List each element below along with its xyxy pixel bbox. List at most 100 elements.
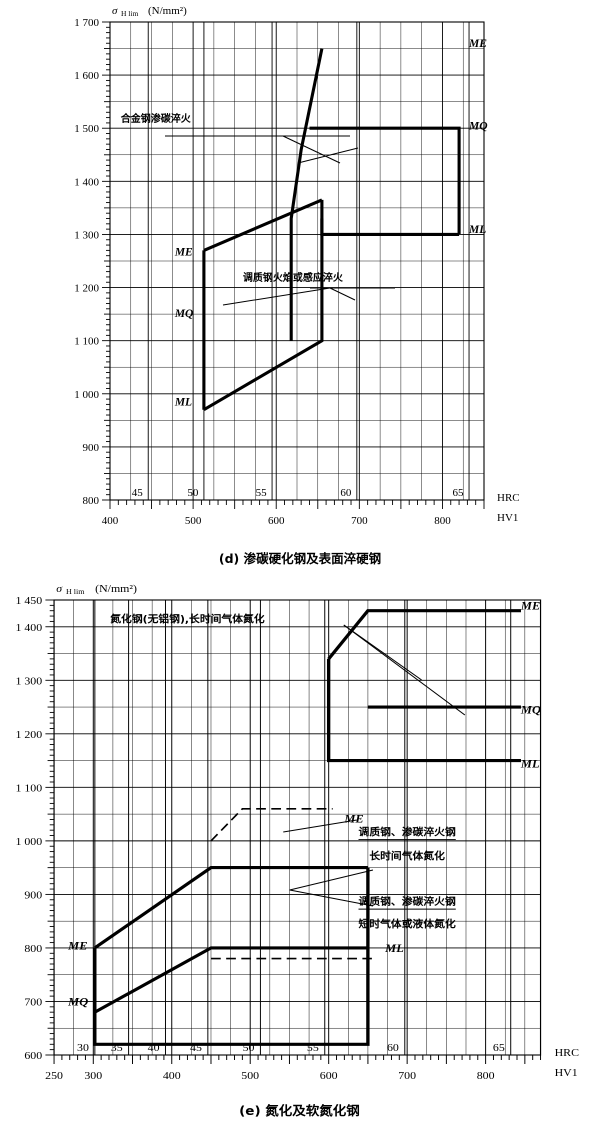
curve-MQ: [309, 126, 461, 235]
x-tick-hrc-label: 65: [493, 1042, 505, 1054]
annotation-text: 氮化钢(无铝钢),长时间气体氮化: [110, 613, 265, 625]
y-tick-label: 900: [24, 890, 42, 902]
curve-ML: [326, 658, 521, 763]
chart-d-y-ticks: 800 900 1 000 1 100 1 200 1 300 1 400 1 500 1 60…: [74, 17, 110, 507]
chart-d-curves: [202, 48, 461, 412]
chart-e-curve-labels: ME MQ ML ME ME MQ ML: [67, 599, 541, 1009]
x-tick-hrc-label: 40: [148, 1042, 160, 1054]
curve-label-ME: ME: [67, 939, 87, 952]
sigma-subscript: H lim: [121, 9, 138, 18]
x-tick-hrc-label: 45: [190, 1042, 202, 1054]
annotation-text: 短时气体或液体氮化: [359, 918, 457, 930]
x-tick-hv-label: 300: [84, 1070, 102, 1082]
y-tick-label: 1 300: [15, 676, 42, 688]
y-tick-label: 1 000: [74, 389, 99, 401]
annotation-text: 合金钢渗碳淬火: [120, 112, 192, 125]
leader-line: [289, 869, 374, 891]
y-tick-label: 1 000: [15, 836, 42, 848]
x-tick-hrc-label: 35: [111, 1042, 123, 1054]
y-tick-label: 800: [24, 943, 42, 955]
annotation-text: 调质钢、渗碳淬火钢: [359, 896, 456, 908]
x-tick-hv-label: 600: [268, 515, 285, 527]
curve-ME: [203, 198, 323, 252]
y-tick-label: 1 450: [15, 595, 42, 607]
curve-label-ME: ME: [468, 38, 487, 50]
chart-d-ylabel: σ H lim (N/mm²): [112, 5, 187, 18]
curve-label-MQ: MQ: [520, 703, 541, 716]
chart-e-y-ticks: 600 700 800 900 1 000 1 100 1 200 1 300 1 400 1 4…: [15, 595, 55, 1062]
y-tick-label: 1 100: [15, 783, 42, 795]
curve-ML: [93, 867, 370, 1046]
y-tick-label: 1 200: [74, 283, 99, 295]
curve-ME: [289, 48, 324, 341]
chart-e-ylabel: σ H lim (N/mm²): [56, 583, 137, 596]
chart-d-grid: [109, 21, 485, 501]
y-tick-label: 1 300: [74, 229, 99, 241]
y-tick-label: 800: [83, 495, 100, 507]
y-tick-label: 1 100: [74, 336, 99, 348]
y-tick-label: 900: [83, 442, 100, 454]
annotation-text: 调质钢、渗碳淬火钢: [359, 826, 456, 838]
chart-d-x-ticks: 400 500 600 700 800 45 50 55 60 65: [102, 487, 485, 527]
curve-ML: [320, 199, 460, 236]
chart-e-xaxis-hv-label: HV1: [555, 1067, 578, 1079]
leader-line: [283, 819, 357, 833]
x-tick-hrc-label: 60: [340, 487, 352, 499]
chart-d-xaxis-hrc-label: HRC: [497, 492, 520, 504]
y-tick-label: 1 400: [74, 176, 99, 188]
x-tick-hrc-label: 30: [77, 1042, 89, 1054]
x-tick-hv-label: 500: [241, 1070, 259, 1082]
x-tick-hv-label: 250: [45, 1070, 63, 1082]
x-tick-hv-label: 700: [398, 1070, 416, 1082]
x-tick-hv-label: 400: [102, 515, 119, 527]
sigma-symbol: σ: [112, 5, 118, 17]
sigma-symbol: σ: [56, 583, 62, 595]
curve-label-ME: ME: [174, 246, 193, 258]
x-tick-hrc-label: 55: [307, 1042, 319, 1054]
curve-MQ: [93, 946, 368, 1014]
chart-e-xaxis-hrc-label: HRC: [555, 1047, 579, 1059]
curve-ME: [210, 808, 333, 842]
x-tick-hv-label: 600: [320, 1070, 338, 1082]
chart-e-caption: (e) 氮化及软氮化钢: [239, 1103, 360, 1118]
x-tick-hrc-label: 50: [187, 487, 199, 499]
curve-ML: [203, 218, 324, 412]
leader-line: [297, 147, 359, 164]
curve-label-ML: ML: [384, 941, 404, 954]
curve-label-ME: ME: [520, 599, 540, 612]
chart-e-grid: [53, 599, 542, 1056]
x-tick-hv-label: 700: [351, 515, 368, 527]
x-tick-hrc-label: 45: [132, 487, 144, 499]
x-tick-hv-label: 400: [163, 1070, 181, 1082]
y-tick-label: 1 500: [74, 123, 99, 135]
x-tick-hrc-label: 65: [453, 487, 465, 499]
curve-label-MQ: MQ: [67, 995, 88, 1008]
leader-line: [343, 624, 466, 716]
chart-e-x-ticks: 250 300 400 500 600 700 800 30 35 40 45 50 55 60 65: [45, 1042, 542, 1082]
curve-label-MQ: MQ: [468, 121, 488, 133]
curve-label-ML: ML: [520, 757, 540, 770]
x-tick-hrc-label: 60: [387, 1042, 399, 1054]
x-tick-hv-label: 800: [434, 515, 451, 527]
chart-e-curves: [93, 609, 521, 1046]
chart-e-svg: σ H lim (N/mm²) 600 700 800 900 1 000 1 100 1 …: [15, 583, 579, 1118]
curve-label-ME: ME: [343, 812, 363, 825]
annotation-text: 长时间气体氮化: [369, 850, 445, 862]
leader-line: [289, 889, 374, 907]
chart-e-container: σ H lim (N/mm²) 600 700 800 900 1 000 1 100 1 …: [0, 570, 600, 1125]
y-tick-label: 600: [24, 1050, 42, 1062]
chart-d-caption: (d) 渗碳硬化钢及表面淬硬钢: [219, 551, 381, 566]
y-tick-label: 1 700: [74, 17, 99, 29]
curve-label-MQ: MQ: [174, 308, 194, 320]
leader-line: [222, 287, 331, 306]
curve-label-ML: ML: [174, 397, 192, 409]
leader-line: [329, 287, 356, 301]
sigma-subscript: H lim: [66, 587, 85, 596]
sigma-unit: (N/mm²): [95, 583, 137, 595]
y-tick-label: 1 200: [15, 729, 42, 741]
chart-d-container: σ H lim (N/mm²) 800 900 1 000 1 100 1 200 1 3…: [74, 5, 520, 566]
curve-ME: [93, 866, 368, 950]
chart-e-annotations: 氮化钢(无铝钢),长时间气体氮化调质钢、渗碳淬火钢长时间气体氮化调质钢、渗碳淬火…: [110, 613, 466, 930]
leader-line: [282, 135, 341, 164]
